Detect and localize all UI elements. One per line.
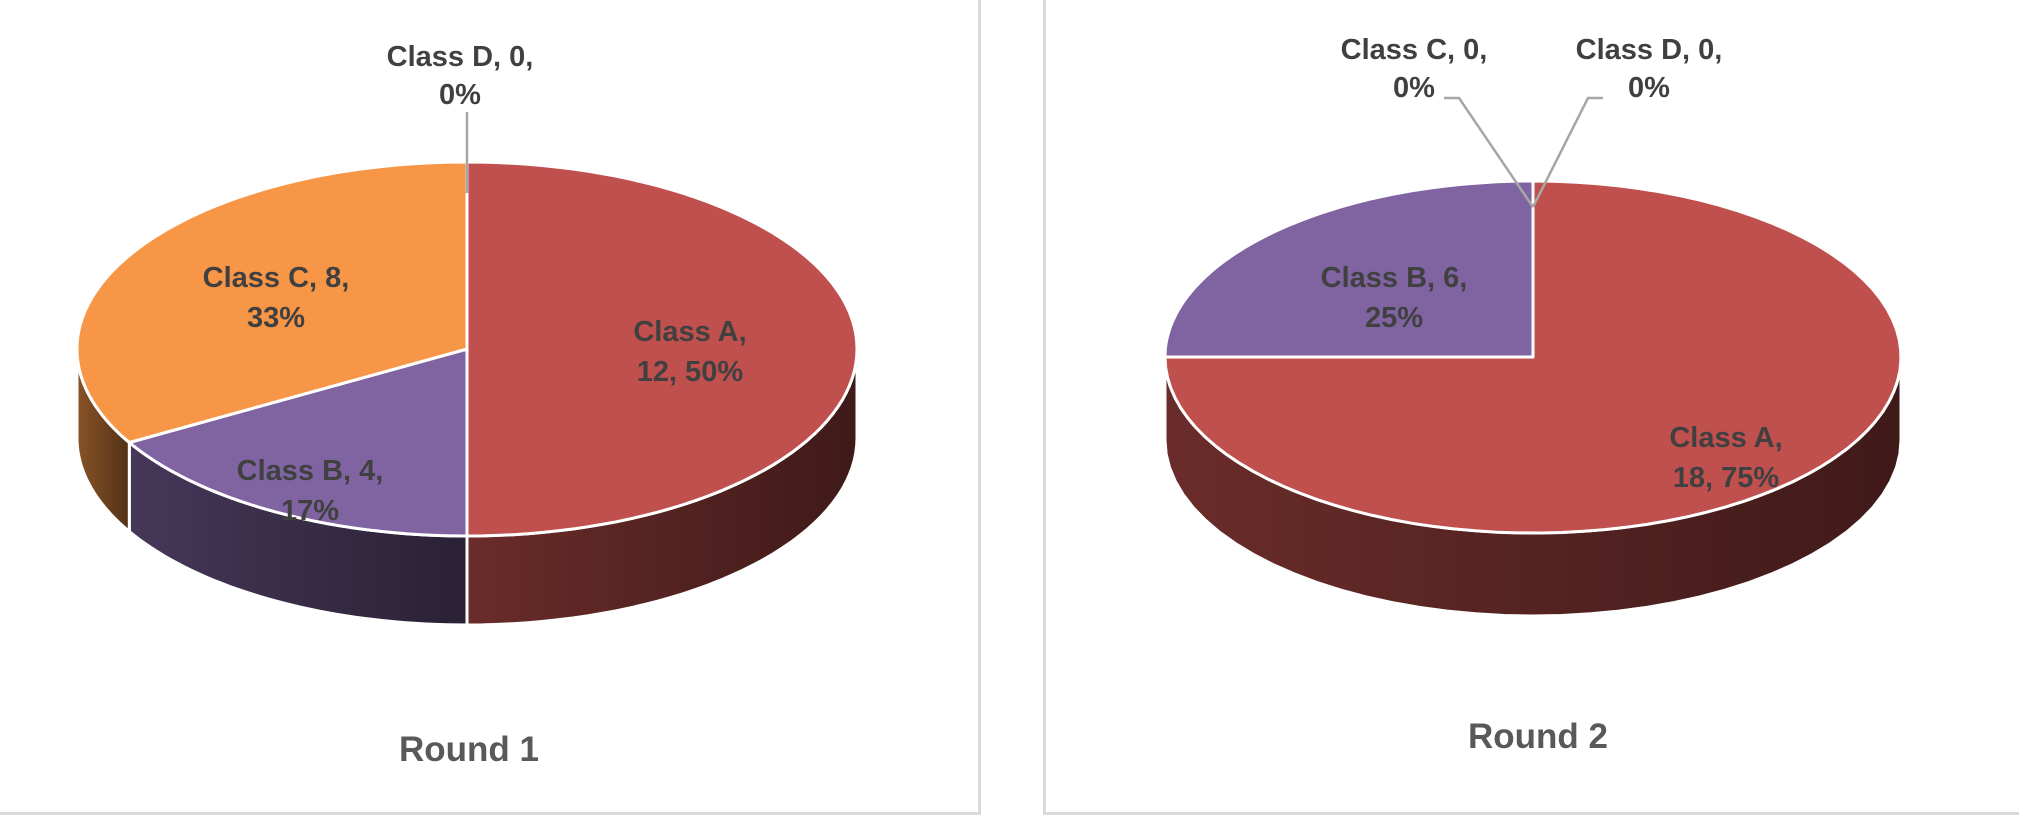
leader-line-1	[1531, 96, 1603, 208]
leader-line-0	[1444, 96, 1535, 208]
pie-group	[1163, 179, 1903, 618]
label-group: Class C, 0, 0% Class D, 0, 0% Class B, 6…	[1321, 34, 1783, 494]
data-label-class-b-line2: 25%	[1365, 302, 1423, 334]
data-label-class-d: Class D, 0,	[1576, 34, 1723, 66]
data-label-class-d-line2: 0%	[439, 79, 481, 111]
data-label-class-a: Class A,	[1669, 422, 1782, 454]
pie-slice-class-c	[75, 160, 469, 444]
pie-slice-class-a	[465, 160, 859, 538]
pie-slice-class-b	[1163, 179, 1535, 359]
data-label-class-c-line2: 33%	[247, 302, 305, 334]
data-label-class-c-line2: 0%	[1393, 72, 1435, 104]
chart-panel-round-2: Class C, 0, 0% Class D, 0, 0% Class B, 6…	[1043, 0, 2019, 815]
chart-title: Round 2	[1468, 717, 1608, 756]
gutter	[981, 0, 1043, 818]
data-label-class-a: Class A,	[633, 316, 746, 348]
data-label-class-c: Class C, 8,	[203, 262, 350, 294]
data-label-class-a-line2: 12, 50%	[637, 356, 744, 388]
label-group: Class D, 0, 0% Class C, 8, 33% Class A, …	[203, 41, 747, 527]
data-label-class-b: Class B, 4,	[237, 455, 384, 487]
chart-panel-round-1: Class D, 0, 0% Class C, 8, 33% Class A, …	[0, 0, 981, 815]
data-label-class-d-line2: 0%	[1628, 72, 1670, 104]
pie-slice-class-b	[127, 347, 469, 538]
pie-chart-round-2: Class C, 0, 0% Class D, 0, 0% Class B, 6…	[1163, 34, 1903, 756]
pie-group	[75, 160, 859, 627]
data-label-class-c: Class C, 0,	[1341, 34, 1488, 66]
data-label-class-b: Class B, 6,	[1321, 262, 1468, 294]
data-label-class-d: Class D, 0,	[387, 41, 534, 73]
data-label-class-a-line2: 18, 75%	[1673, 462, 1780, 494]
data-label-class-b-line2: 17%	[281, 495, 339, 527]
chart-title: Round 1	[399, 730, 539, 769]
pie-chart-round-1: Class D, 0, 0% Class C, 8, 33% Class A, …	[75, 41, 859, 769]
